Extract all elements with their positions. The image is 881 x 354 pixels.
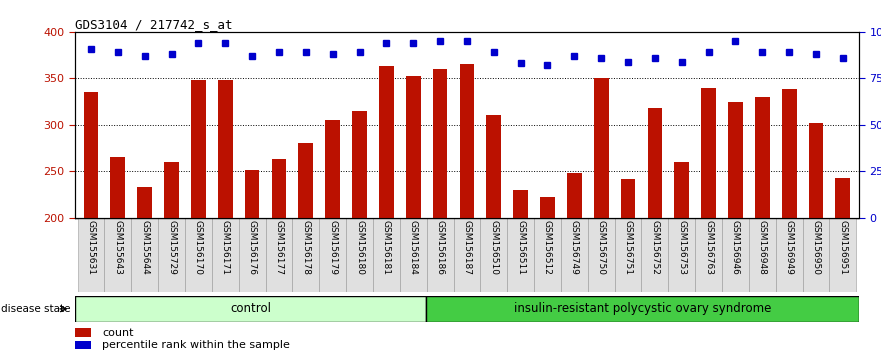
Bar — [486, 115, 501, 354]
Bar — [669, 218, 695, 292]
Bar — [239, 218, 265, 292]
Bar — [131, 218, 158, 292]
Text: GSM156749: GSM156749 — [570, 220, 579, 275]
Bar — [674, 162, 689, 354]
Bar — [191, 80, 206, 354]
Text: GSM156510: GSM156510 — [489, 220, 499, 275]
Text: GSM156750: GSM156750 — [596, 220, 606, 275]
Bar — [809, 123, 824, 354]
Bar — [454, 218, 480, 292]
Text: GSM155631: GSM155631 — [86, 220, 95, 275]
Bar — [400, 218, 426, 292]
Bar — [615, 218, 641, 292]
Bar — [406, 76, 420, 354]
Text: GSM156512: GSM156512 — [543, 220, 552, 275]
Bar — [325, 120, 340, 354]
Bar — [507, 218, 534, 292]
Bar — [835, 178, 850, 354]
Bar — [379, 66, 394, 354]
Bar — [75, 296, 426, 322]
Bar — [829, 218, 856, 292]
Bar — [594, 78, 609, 354]
Bar — [567, 173, 581, 354]
Bar — [460, 64, 474, 354]
Text: GSM156176: GSM156176 — [248, 220, 256, 275]
Bar — [641, 218, 669, 292]
Text: GSM156171: GSM156171 — [221, 220, 230, 275]
Bar — [292, 218, 319, 292]
Text: control: control — [230, 302, 271, 315]
Bar — [218, 80, 233, 354]
Bar — [514, 190, 528, 354]
Text: GSM156752: GSM156752 — [650, 220, 659, 275]
Text: count: count — [102, 327, 134, 338]
Bar — [561, 218, 588, 292]
Bar — [722, 218, 749, 292]
Text: GSM156177: GSM156177 — [275, 220, 284, 275]
Bar — [158, 218, 185, 292]
Bar — [105, 218, 131, 292]
Text: disease state: disease state — [1, 304, 70, 314]
Bar — [110, 157, 125, 354]
Text: percentile rank within the sample: percentile rank within the sample — [102, 340, 290, 350]
Bar — [755, 97, 770, 354]
Text: GDS3104 / 217742_s_at: GDS3104 / 217742_s_at — [75, 18, 233, 31]
Text: GSM156187: GSM156187 — [463, 220, 471, 275]
Text: GSM156186: GSM156186 — [435, 220, 445, 275]
Text: GSM156950: GSM156950 — [811, 220, 820, 275]
Bar — [78, 218, 105, 292]
Text: GSM156170: GSM156170 — [194, 220, 203, 275]
Bar — [352, 111, 366, 354]
Bar — [75, 328, 92, 337]
Bar — [75, 341, 92, 349]
Bar — [137, 187, 152, 354]
Bar — [534, 218, 561, 292]
Bar — [84, 92, 99, 354]
Bar — [695, 218, 722, 292]
Bar — [648, 108, 663, 354]
Bar — [426, 218, 454, 292]
Bar — [749, 218, 776, 292]
Bar — [319, 218, 346, 292]
Text: GSM155644: GSM155644 — [140, 220, 149, 275]
Text: GSM156181: GSM156181 — [381, 220, 391, 275]
Text: GSM156751: GSM156751 — [624, 220, 633, 275]
Bar — [776, 218, 803, 292]
Text: GSM156184: GSM156184 — [409, 220, 418, 275]
Bar — [620, 179, 635, 354]
Bar — [164, 162, 179, 354]
Text: GSM156948: GSM156948 — [758, 220, 766, 275]
Bar — [211, 218, 239, 292]
Text: GSM156763: GSM156763 — [704, 220, 713, 275]
Bar — [271, 159, 286, 354]
Bar — [346, 218, 373, 292]
Bar — [540, 197, 555, 354]
Text: GSM156180: GSM156180 — [355, 220, 364, 275]
Text: GSM155729: GSM155729 — [167, 220, 176, 275]
Bar — [803, 218, 829, 292]
Text: GSM156949: GSM156949 — [785, 220, 794, 275]
Text: GSM156946: GSM156946 — [731, 220, 740, 275]
Bar — [245, 170, 260, 354]
Text: GSM155643: GSM155643 — [114, 220, 122, 275]
Text: GSM156753: GSM156753 — [677, 220, 686, 275]
Bar — [299, 143, 314, 354]
Bar — [265, 218, 292, 292]
Bar — [701, 88, 716, 354]
Text: GSM156511: GSM156511 — [516, 220, 525, 275]
Text: GSM156951: GSM156951 — [839, 220, 848, 275]
Bar — [728, 102, 743, 354]
Bar — [781, 90, 796, 354]
Text: GSM156178: GSM156178 — [301, 220, 310, 275]
Bar — [185, 218, 211, 292]
Bar — [426, 296, 859, 322]
Bar — [433, 69, 448, 354]
Bar — [480, 218, 507, 292]
Bar — [588, 218, 615, 292]
Text: insulin-resistant polycystic ovary syndrome: insulin-resistant polycystic ovary syndr… — [514, 302, 772, 315]
Text: GSM156179: GSM156179 — [328, 220, 337, 275]
Bar — [373, 218, 400, 292]
